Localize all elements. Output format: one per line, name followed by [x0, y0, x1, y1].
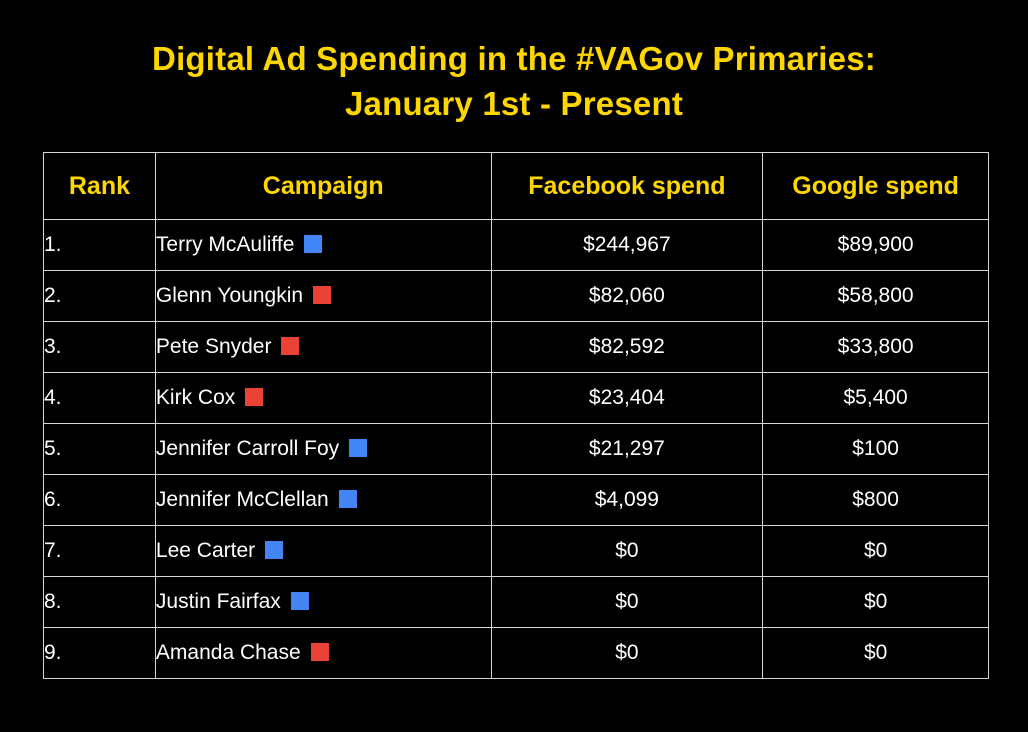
- table-row: 2. Glenn Youngkin $82,060 $58,800: [43, 270, 989, 322]
- campaign-cell: Glenn Youngkin: [154, 270, 492, 322]
- red-square-icon: [310, 643, 329, 661]
- google-spend-cell: $0: [762, 525, 989, 577]
- campaign-cell: Kirk Cox: [154, 372, 492, 424]
- table-row: 1. Terry McAuliffe $244,967 $89,900: [43, 219, 989, 271]
- column-header-campaign: Campaign: [154, 152, 492, 220]
- google-spend-cell: $100: [762, 423, 989, 475]
- campaign-cell: Terry McAuliffe: [154, 219, 492, 271]
- column-header-rank: Rank: [43, 152, 156, 220]
- table-body: 1. Terry McAuliffe $244,967 $89,900 2. Glenn …: [43, 219, 989, 679]
- column-header-facebook-spend: Facebook spend: [490, 152, 764, 220]
- blue-square-icon: [265, 541, 284, 559]
- rank-cell: 4.: [43, 372, 156, 424]
- table-row: 7. Lee Carter $0 $0: [43, 525, 989, 577]
- rank-cell: 8.: [43, 576, 156, 628]
- rank-cell: 3.: [43, 321, 156, 373]
- google-spend-cell: $800: [762, 474, 989, 526]
- facebook-spend-cell: $23,404: [490, 372, 764, 424]
- blue-square-icon: [338, 490, 357, 508]
- google-spend-cell: $0: [762, 627, 989, 679]
- red-square-icon: [313, 286, 332, 304]
- rank-cell: 5.: [43, 423, 156, 475]
- campaign-name: Kirk Cox: [155, 386, 236, 409]
- campaign-name: Lee Carter: [155, 539, 256, 562]
- campaign-name: Terry McAuliffe: [155, 233, 295, 256]
- chart-title: Digital Ad Spending in the #VAGov Primar…: [0, 36, 1028, 126]
- campaign-name: Amanda Chase: [155, 641, 301, 664]
- campaign-cell: Lee Carter: [154, 525, 492, 577]
- google-spend-cell: $58,800: [762, 270, 989, 322]
- table-row: 3. Pete Snyder $82,592 $33,800: [43, 321, 989, 373]
- campaign-name: Pete Snyder: [155, 335, 272, 358]
- table-row: 6. Jennifer McClellan $4,099 $800: [43, 474, 989, 526]
- rank-cell: 7.: [43, 525, 156, 577]
- facebook-spend-cell: $82,592: [490, 321, 764, 373]
- rank-cell: 1.: [43, 219, 156, 271]
- blue-square-icon: [290, 592, 309, 610]
- table-row: 4. Kirk Cox $23,404 $5,400: [43, 372, 989, 424]
- chart-title-line-1: Digital Ad Spending in the #VAGov Primar…: [152, 40, 876, 77]
- rank-cell: 9.: [43, 627, 156, 679]
- header-row: Rank Campaign Facebook spend Google spen…: [43, 152, 989, 220]
- rank-cell: 2.: [43, 270, 156, 322]
- campaign-cell: Amanda Chase: [154, 627, 492, 679]
- google-spend-cell: $5,400: [762, 372, 989, 424]
- red-square-icon: [245, 388, 264, 406]
- campaign-name: Jennifer Carroll Foy: [155, 437, 340, 460]
- google-spend-cell: $0: [762, 576, 989, 628]
- facebook-spend-cell: $244,967: [490, 219, 764, 271]
- campaign-cell: Justin Fairfax: [154, 576, 492, 628]
- facebook-spend-cell: $82,060: [490, 270, 764, 322]
- campaign-name: Glenn Youngkin: [155, 284, 304, 307]
- campaign-name: Jennifer McClellan: [155, 488, 329, 511]
- table-row: 8. Justin Fairfax $0 $0: [43, 576, 989, 628]
- google-spend-cell: $33,800: [762, 321, 989, 373]
- facebook-spend-cell: $0: [490, 627, 764, 679]
- table-row: 9. Amanda Chase $0 $0: [43, 627, 989, 679]
- red-square-icon: [281, 337, 300, 355]
- chart-title-line-2: January 1st - Present: [344, 85, 684, 122]
- ad-spending-table: Rank Campaign Facebook spend Google spen…: [43, 152, 989, 679]
- campaign-cell: Jennifer Carroll Foy: [154, 423, 492, 475]
- rank-cell: 6.: [43, 474, 156, 526]
- campaign-cell: Pete Snyder: [154, 321, 492, 373]
- blue-square-icon: [304, 235, 323, 253]
- facebook-spend-cell: $21,297: [490, 423, 764, 475]
- facebook-spend-cell: $0: [490, 576, 764, 628]
- table-row: 5. Jennifer Carroll Foy $21,297 $100: [43, 423, 989, 475]
- campaign-cell: Jennifer McClellan: [154, 474, 492, 526]
- facebook-spend-cell: $4,099: [490, 474, 764, 526]
- google-spend-cell: $89,900: [762, 219, 989, 271]
- blue-square-icon: [349, 439, 368, 457]
- column-header-google-spend: Google spend: [762, 152, 989, 220]
- facebook-spend-cell: $0: [490, 525, 764, 577]
- campaign-name: Justin Fairfax: [155, 590, 281, 613]
